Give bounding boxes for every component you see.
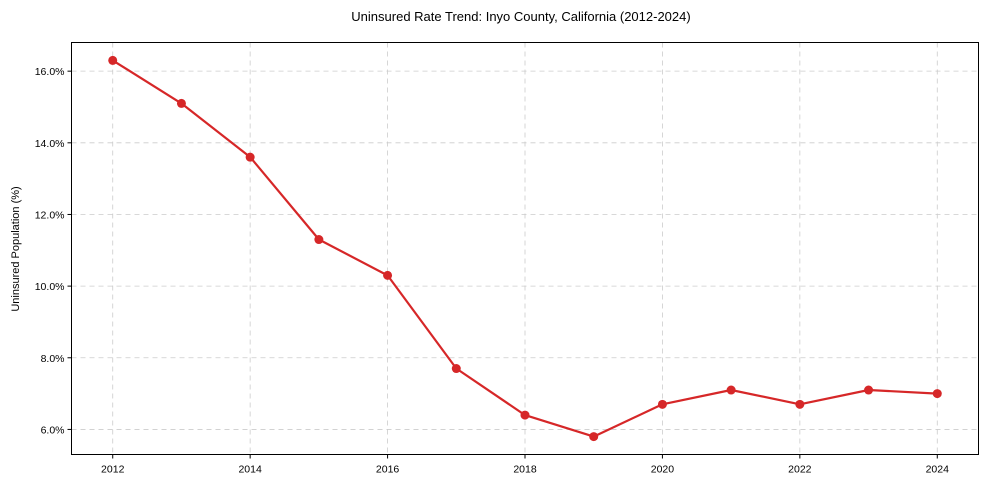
x-tick-label: 2022 [788, 464, 812, 476]
data-point-marker [451, 364, 461, 374]
y-tick-label: 6.0% [41, 424, 65, 436]
x-tick-label: 2012 [101, 464, 125, 476]
data-point-marker [314, 235, 324, 245]
data-point-marker [520, 410, 530, 420]
y-tick-label: 8.0% [41, 353, 65, 365]
y-tick-label: 10.0% [35, 281, 65, 293]
data-point-marker [245, 152, 255, 162]
data-point-marker [932, 389, 942, 399]
x-tick-label: 2016 [376, 464, 400, 476]
x-tick-label: 2020 [651, 464, 675, 476]
data-point-marker [383, 270, 393, 280]
y-axis-label: Uninsured Population (%) [10, 186, 22, 311]
data-series [108, 55, 942, 442]
data-point-marker [726, 385, 736, 395]
chart-title: Uninsured Rate Trend: Inyo County, Calif… [351, 9, 690, 24]
data-point-marker [176, 98, 186, 108]
data-point-marker [589, 432, 599, 442]
grid-lines [71, 42, 979, 455]
data-point-marker [657, 399, 667, 409]
y-axis: 6.0% 8.0% 10.0% 12.0% 14.0% 16.0% [35, 66, 72, 436]
x-tick-label: 2018 [513, 464, 537, 476]
plot-area-frame [71, 42, 979, 455]
y-tick-label: 14.0% [35, 138, 65, 150]
data-point-marker [108, 55, 118, 65]
x-tick-label: 2014 [238, 464, 262, 476]
data-point-marker [864, 385, 874, 395]
data-point-marker [795, 399, 805, 409]
y-tick-label: 16.0% [35, 66, 65, 78]
x-axis: 2012 2014 2016 2018 2020 2022 2024 [101, 454, 950, 476]
x-tick-label: 2024 [926, 464, 950, 476]
y-tick-label: 12.0% [35, 209, 65, 221]
